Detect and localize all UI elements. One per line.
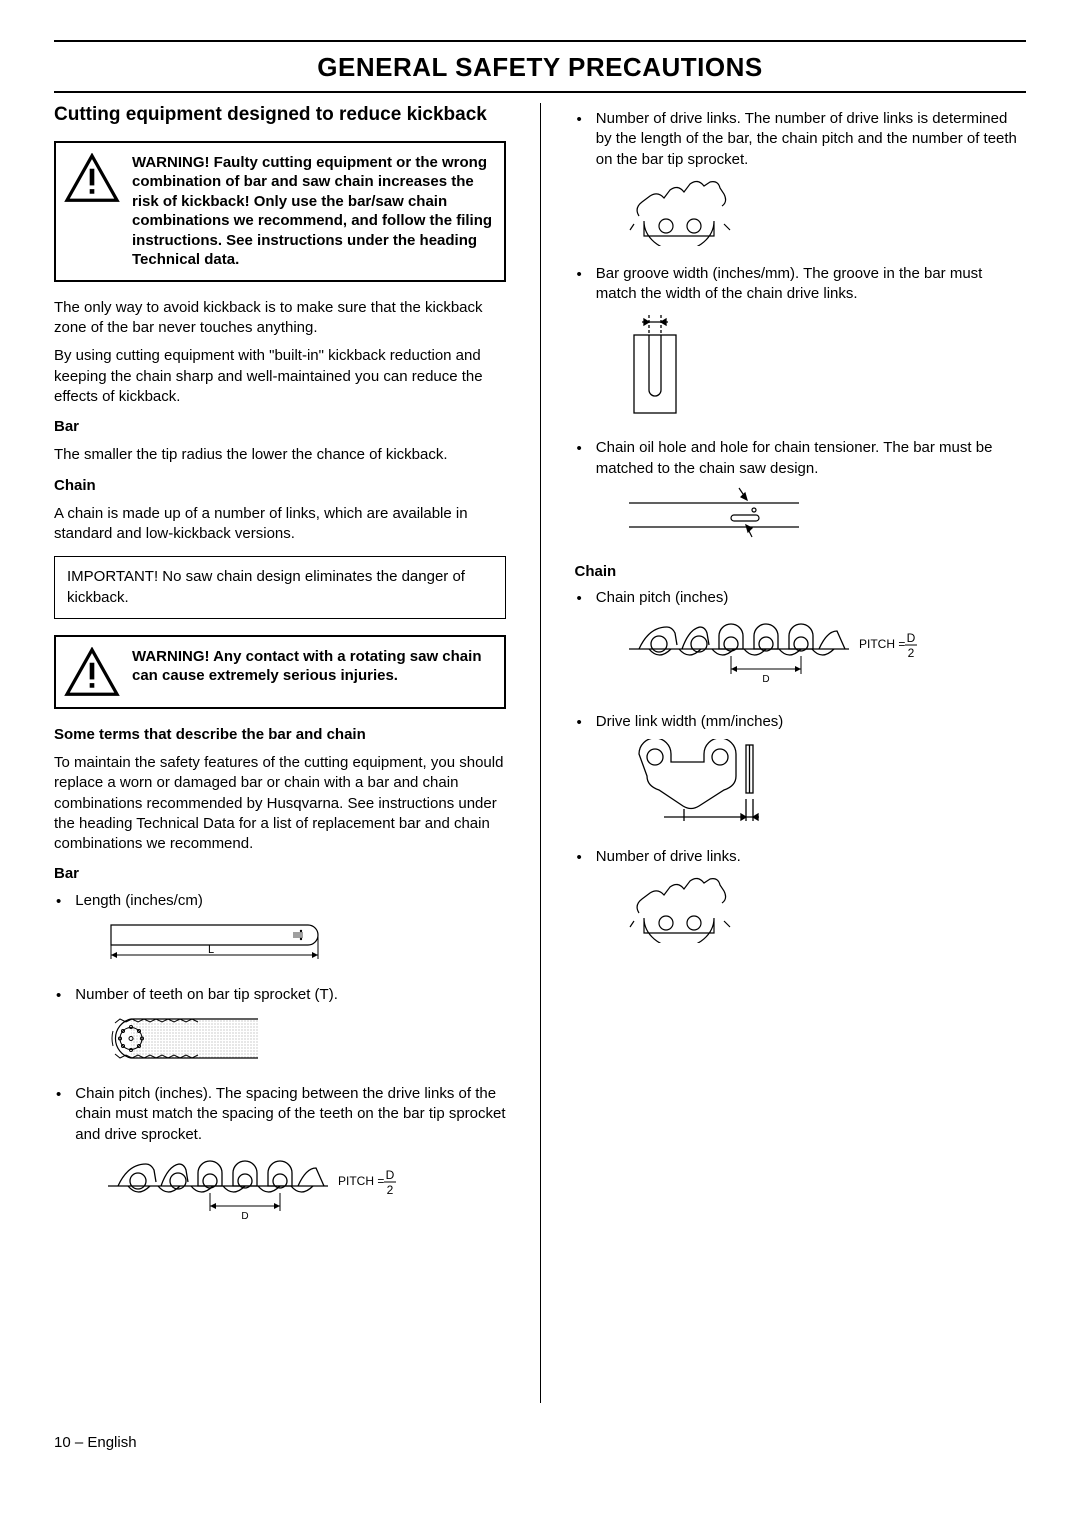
list-item-text: Drive link width (mm/inches) bbox=[596, 713, 784, 730]
list-item: Bar groove width (inches/mm). The groove… bbox=[575, 264, 1027, 433]
list-item: Drive link width (mm/inches) bbox=[575, 712, 1027, 840]
warning-text: WARNING! Any contact with a rotating saw… bbox=[132, 647, 494, 686]
list-item: Number of teeth on bar tip sprocket (T). bbox=[54, 985, 506, 1078]
pitch-numerator: D bbox=[906, 631, 915, 645]
list-item-text: Chain pitch (inches). The spacing betwee… bbox=[75, 1085, 505, 1143]
warning-box-1: WARNING! Faulty cutting equipment or the… bbox=[54, 141, 506, 282]
two-column-layout: Cutting equipment designed to reduce kic… bbox=[54, 103, 1026, 1403]
paragraph: A chain is made up of a number of links,… bbox=[54, 504, 506, 545]
diagram-label-L: L bbox=[208, 944, 214, 956]
pitch-denominator: 2 bbox=[387, 1183, 394, 1197]
list-item-text: Length (inches/cm) bbox=[75, 892, 203, 909]
bar-length-diagram: L bbox=[103, 917, 333, 967]
chain-pitch-diagram-2: entries D PITCH = D 2 bbox=[624, 614, 924, 694]
bar-groove-diagram bbox=[624, 310, 694, 420]
list-item-text: Chain pitch (inches) bbox=[596, 589, 729, 606]
important-box: IMPORTANT! No saw chain design eliminate… bbox=[54, 556, 506, 619]
diagram-label-D: D bbox=[762, 674, 769, 685]
run-in-heading-bar2: Bar bbox=[54, 864, 506, 884]
list-item-text: Number of teeth on bar tip sprocket (T). bbox=[75, 986, 338, 1003]
column-divider bbox=[540, 103, 541, 1403]
run-in-heading-bar: Bar bbox=[54, 417, 506, 437]
drive-links-diagram bbox=[624, 176, 744, 246]
list-item-text: Number of drive links. bbox=[596, 848, 741, 865]
run-in-heading-chain: Chain bbox=[575, 562, 1027, 582]
paragraph: The only way to avoid kickback is to mak… bbox=[54, 298, 506, 339]
diagram-label-D: D bbox=[242, 1211, 249, 1222]
list-item-text: Bar groove width (inches/mm). The groove… bbox=[596, 265, 983, 302]
section-heading: Cutting equipment designed to reduce kic… bbox=[54, 103, 506, 127]
bar-bullet-list-cont: Number of drive links. The number of dri… bbox=[575, 109, 1027, 552]
warning-triangle-icon bbox=[64, 647, 120, 697]
list-item: Chain oil hole and hole for chain tensio… bbox=[575, 438, 1027, 552]
bar-bullet-list: Length (inches/cm) L Number of te bbox=[54, 891, 506, 1243]
pitch-denominator: 2 bbox=[907, 646, 914, 660]
right-column: Number of drive links. The number of dri… bbox=[575, 103, 1027, 1403]
drive-links-diagram-2 bbox=[624, 873, 744, 943]
left-column: Cutting equipment designed to reduce kic… bbox=[54, 103, 506, 1403]
list-item: Length (inches/cm) L bbox=[54, 891, 506, 979]
page-footer: 10 – English bbox=[54, 1433, 1026, 1453]
drive-link-width-diagram bbox=[624, 739, 794, 829]
paragraph: To maintain the safety features of the c… bbox=[54, 753, 506, 854]
list-item: Chain pitch (inches) entries bbox=[575, 588, 1027, 706]
pitch-numerator: D bbox=[386, 1168, 395, 1182]
list-item: Chain pitch (inches). The spacing betwee… bbox=[54, 1084, 506, 1243]
paragraph: The smaller the tip radius the lower the… bbox=[54, 445, 506, 465]
chain-pitch-diagram: D PITCH = D 2 bbox=[103, 1151, 403, 1231]
run-in-heading-terms: Some terms that describe the bar and cha… bbox=[54, 725, 506, 745]
warning-text: WARNING! Faulty cutting equipment or the… bbox=[132, 153, 494, 270]
warning-triangle-icon bbox=[64, 153, 120, 203]
list-item-text: Number of drive links. The number of dri… bbox=[596, 110, 1017, 168]
list-item-text: Chain oil hole and hole for chain tensio… bbox=[596, 439, 993, 476]
pitch-label: PITCH = bbox=[338, 1174, 384, 1188]
list-item: Number of drive links. The number of dri… bbox=[575, 109, 1027, 258]
pitch-label: PITCH = bbox=[859, 637, 905, 651]
warning-box-2: WARNING! Any contact with a rotating saw… bbox=[54, 635, 506, 709]
paragraph: By using cutting equipment with "built-i… bbox=[54, 346, 506, 407]
oil-hole-diagram bbox=[624, 485, 804, 540]
list-item: Number of drive links. bbox=[575, 847, 1027, 955]
page-title: GENERAL SAFETY PRECAUTIONS bbox=[54, 40, 1026, 93]
run-in-heading-chain: Chain bbox=[54, 476, 506, 496]
bar-tip-sprocket-diagram bbox=[103, 1011, 263, 1066]
chain-bullet-list: Chain pitch (inches) entries bbox=[575, 588, 1027, 955]
